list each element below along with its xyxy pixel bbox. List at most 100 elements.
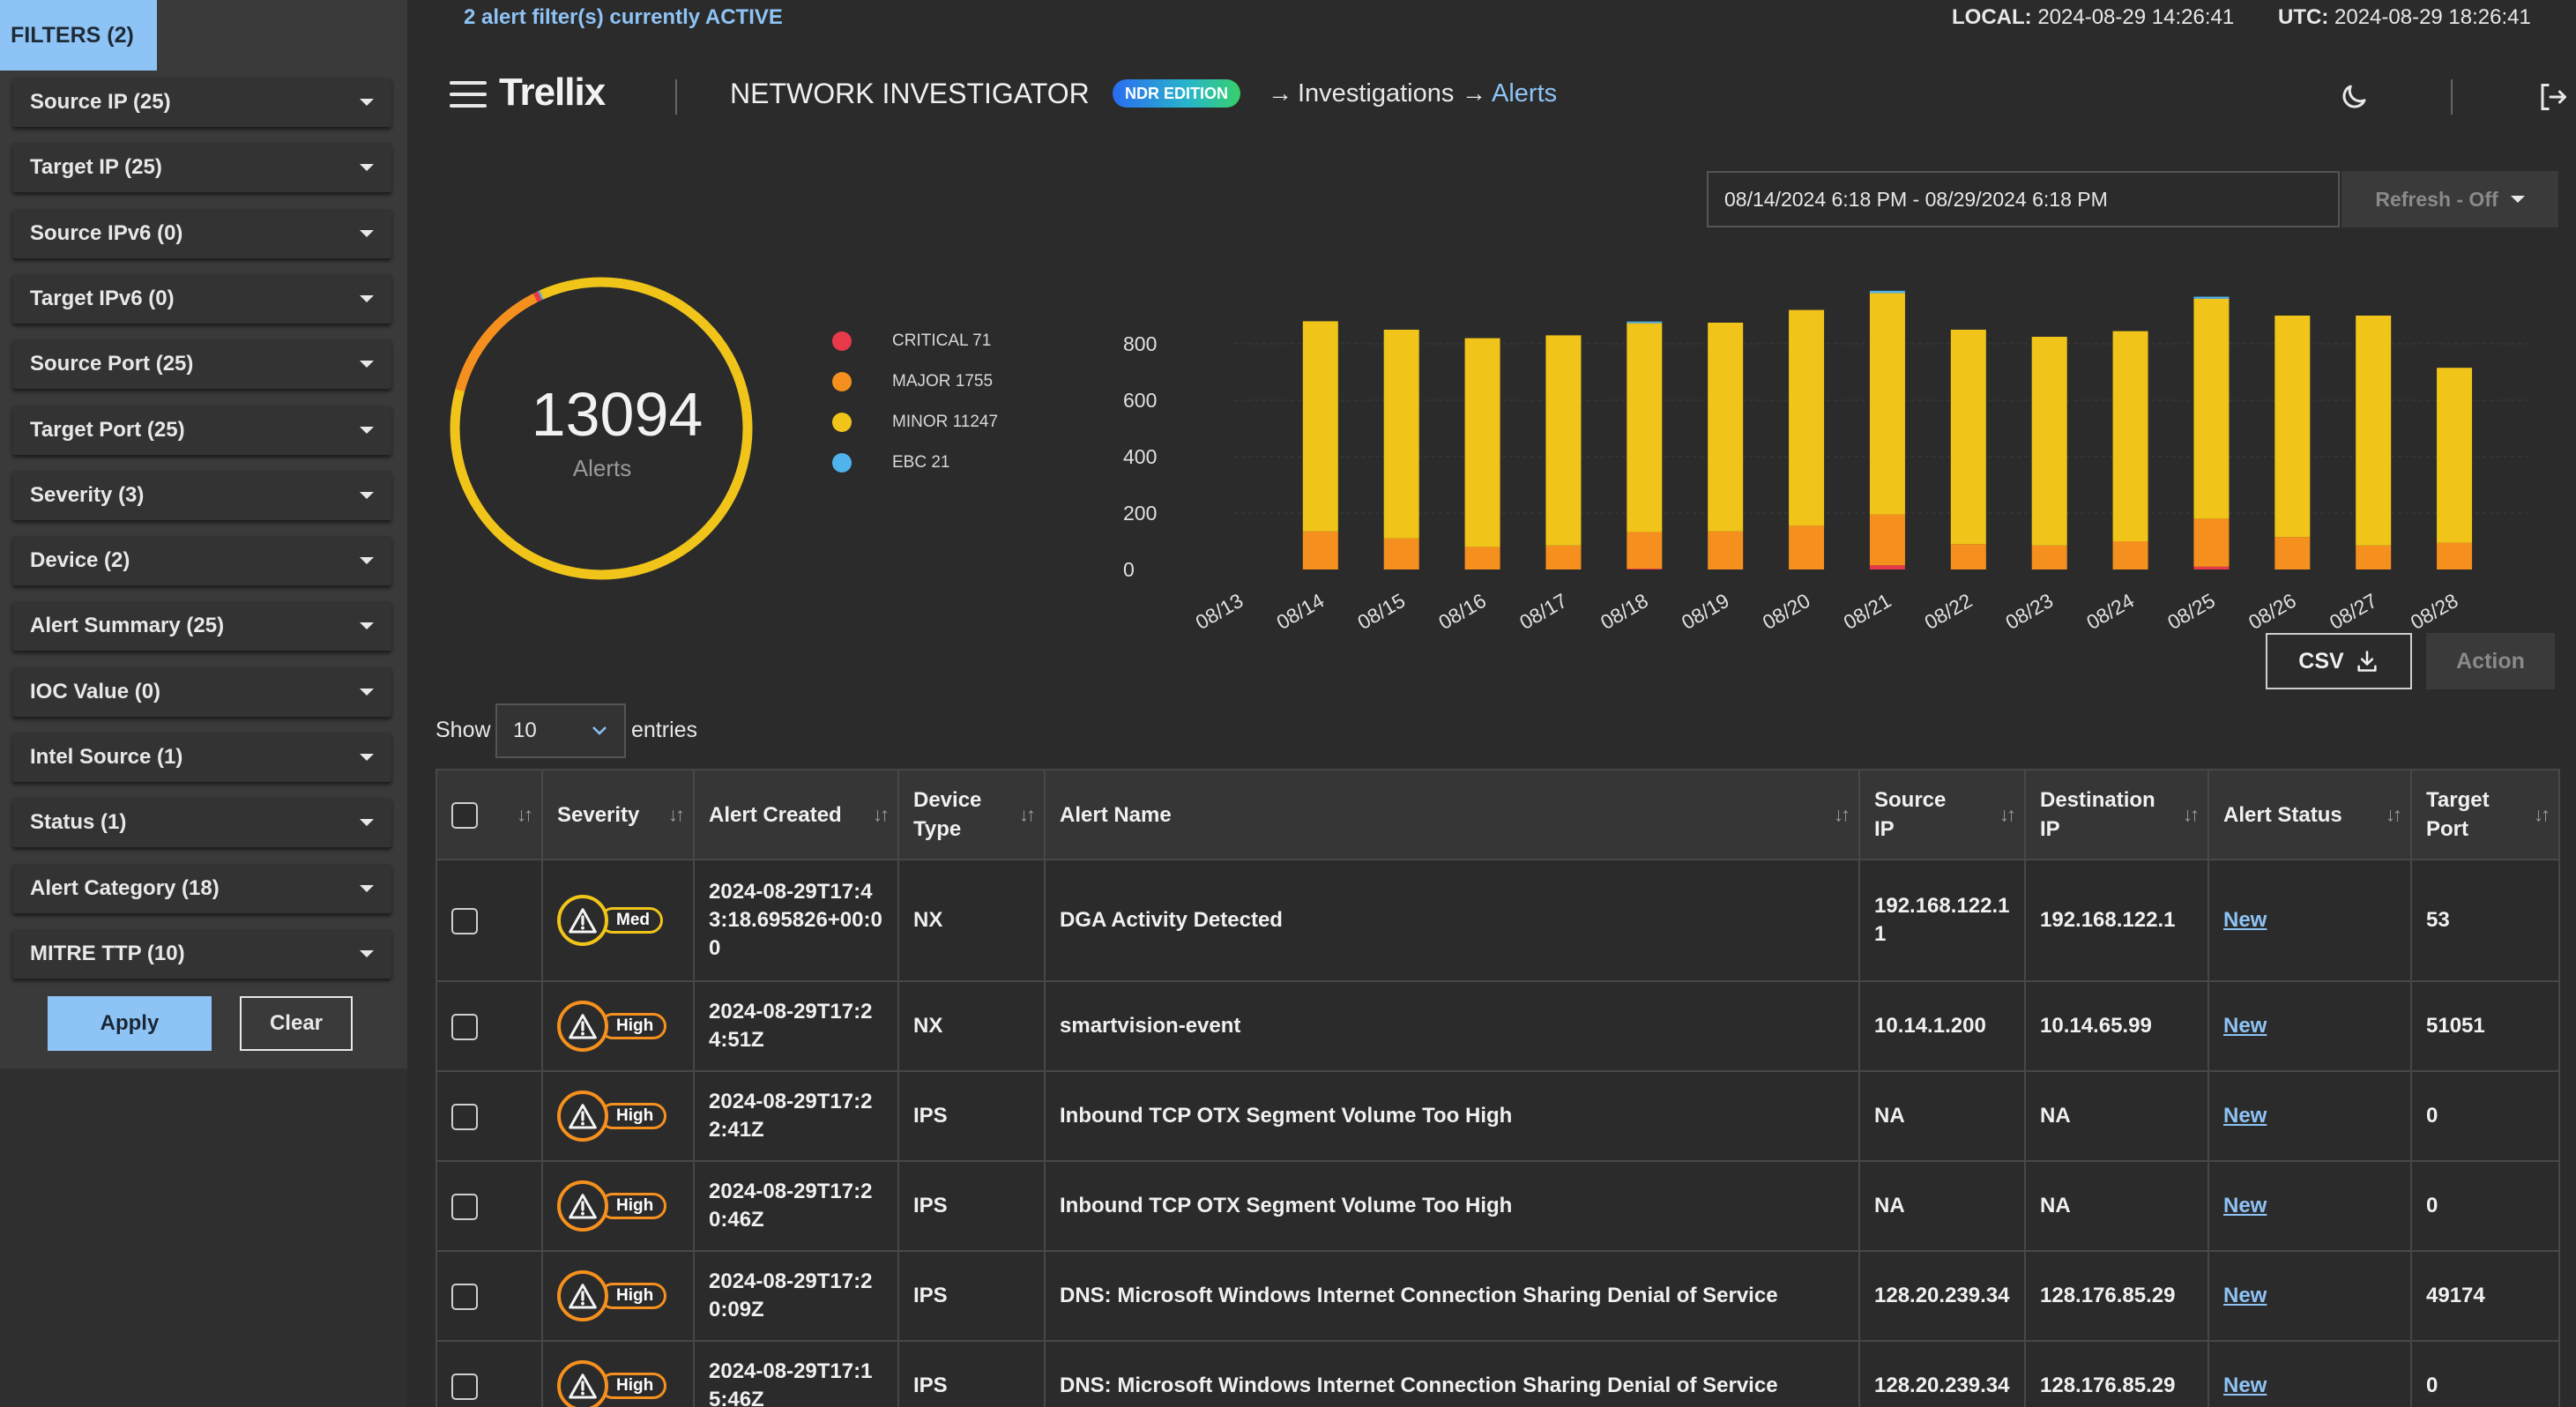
filter-dropdown[interactable]: Alert Summary (25)	[12, 601, 391, 651]
bar-minor-08-15	[1383, 330, 1419, 539]
filter-label: Device (2)	[30, 548, 130, 573]
destination-ip-cell: 10.14.65.99	[2024, 980, 2209, 1072]
alert-status-cell: New	[2207, 1340, 2412, 1407]
alert-status-link[interactable]: New	[2223, 908, 2267, 932]
alert-status-link[interactable]: New	[2223, 1104, 2267, 1128]
filter-dropdown[interactable]: Source IP (25)	[12, 78, 391, 127]
bar-minor-08-24	[2112, 331, 2148, 541]
warning-icon	[557, 1360, 608, 1407]
sort-icon[interactable]: ↓↑	[517, 803, 533, 826]
sort-icon[interactable]: ↓↑	[2386, 803, 2402, 826]
filters-tab[interactable]: FILTERS (2)	[0, 0, 157, 71]
column-severity[interactable]: Severity ↓↑	[541, 769, 695, 860]
table-row[interactable]: High 2024-08-29T17:15:46Z IPS DNS: Microsof…	[436, 1340, 2560, 1407]
x-tick-label: 08/23	[2001, 589, 2057, 634]
header-divider	[675, 79, 677, 115]
sort-icon[interactable]: ↓↑	[2183, 803, 2200, 826]
sort-icon[interactable]: ↓↑	[1999, 803, 2016, 826]
alert-status-link[interactable]: New	[2223, 1284, 2267, 1307]
alert-status-link[interactable]: New	[2223, 1374, 2267, 1397]
chevron-down-icon	[2510, 196, 2525, 203]
filter-dropdown[interactable]: Target Port (25)	[12, 405, 391, 455]
filter-dropdown[interactable]: Intel Source (1)	[12, 733, 391, 782]
bar-major-08-17	[1545, 545, 1582, 570]
row-select-cell	[436, 1340, 543, 1407]
alert-created-cell: 2024-08-29T17:24:51Z	[693, 980, 899, 1072]
filter-label: IOC Value (0)	[30, 679, 161, 704]
filter-dropdown[interactable]: Target IP (25)	[12, 143, 391, 193]
alert-status-link[interactable]: New	[2223, 1014, 2267, 1038]
severity-cell: High	[541, 1250, 695, 1342]
sort-icon[interactable]: ↓↑	[873, 803, 890, 826]
sort-icon[interactable]: ↓↑	[1834, 803, 1850, 826]
chevron-down-icon	[360, 949, 374, 957]
source-ip-cell: NA	[1858, 1070, 2026, 1162]
column-source-ip[interactable]: Source IP ↓↑	[1858, 769, 2026, 860]
action-button[interactable]: Action	[2426, 633, 2555, 689]
dark-mode-moon-icon[interactable]	[2338, 81, 2370, 113]
filter-dropdown[interactable]: Alert Category (18)	[12, 863, 391, 913]
table-row[interactable]: High 2024-08-29T17:20:09Z IPS DNS: Microsof…	[436, 1250, 2560, 1342]
legend-item: MAJOR 1755	[832, 372, 993, 391]
source-ip-cell: NA	[1858, 1160, 2026, 1252]
bar-ebc-08-21	[1869, 290, 1905, 294]
bar-minor-08-21	[1869, 293, 1905, 515]
filter-dropdown[interactable]: Device (2)	[12, 536, 391, 586]
filter-dropdown[interactable]: MITRE TTP (10)	[12, 928, 391, 979]
table-row[interactable]: High 2024-08-29T17:20:46Z IPS Inbound TCP O…	[436, 1160, 2560, 1252]
alert-status-link[interactable]: New	[2223, 1194, 2267, 1217]
y-tick-label: 600	[1123, 389, 1157, 412]
alerts-bar-chart: 0 200 400 600 800 08/13 08/14 08/15 08/16 08/17 08…	[1123, 290, 2530, 634]
alert-status-cell: New	[2207, 1250, 2412, 1342]
filter-dropdown[interactable]: Target IPv6 (0)	[12, 273, 391, 324]
breadcrumb-arrow-icon: →	[1268, 79, 1292, 107]
column-destination-ip[interactable]: Destination IP ↓↑	[2024, 769, 2209, 860]
row-checkbox[interactable]	[451, 1283, 478, 1310]
warning-icon	[557, 895, 608, 946]
logout-icon[interactable]	[2537, 81, 2569, 113]
filter-label: Source Port (25)	[30, 352, 194, 376]
csv-export-button[interactable]: CSV	[2266, 633, 2412, 689]
clear-button[interactable]: Clear	[240, 996, 353, 1051]
date-range-input[interactable]: 08/14/2024 6:18 PM - 08/29/2024 6:18 PM	[1707, 171, 2340, 227]
hamburger-menu-icon[interactable]	[450, 81, 487, 111]
download-icon	[2357, 651, 2377, 672]
table-row[interactable]: High 2024-08-29T17:24:51Z NX smartvision-ev…	[436, 980, 2560, 1072]
sort-icon[interactable]: ↓↑	[668, 803, 685, 826]
alert-name-cell: DGA Activity Detected	[1044, 859, 1860, 982]
column-device-type[interactable]: Device Type ↓↑	[897, 769, 1046, 860]
alert-name-cell: DNS: Microsoft Windows Internet Connecti…	[1044, 1250, 1860, 1342]
row-checkbox[interactable]	[451, 1373, 478, 1400]
row-checkbox[interactable]	[451, 907, 478, 934]
select-all-checkbox[interactable]	[451, 802, 478, 830]
row-checkbox[interactable]	[451, 1013, 478, 1040]
table-row[interactable]: Med 2024-08-29T17:43:18.695826+00:00 NX DGA…	[436, 859, 2560, 982]
row-checkbox[interactable]	[451, 1103, 478, 1130]
sort-icon[interactable]: ↓↑	[2534, 803, 2550, 826]
column-alert-created[interactable]: Alert Created ↓↑	[693, 769, 899, 860]
column-alert-status[interactable]: Alert Status ↓↑	[2207, 769, 2412, 860]
filter-label: MITRE TTP (10)	[30, 941, 185, 965]
column-target-port[interactable]: Target Port ↓↑	[2410, 769, 2560, 860]
column-label: Device Type	[913, 788, 982, 841]
breadcrumb-investigations[interactable]: Investigations	[1298, 79, 1455, 108]
legend-item: MINOR 11247	[832, 413, 998, 432]
filter-dropdown[interactable]: Severity (3)	[12, 470, 391, 520]
table-row[interactable]: High 2024-08-29T17:22:41Z IPS Inbound TCP O…	[436, 1070, 2560, 1162]
row-checkbox[interactable]	[451, 1193, 478, 1220]
chevron-down-icon	[360, 294, 374, 302]
filter-dropdown[interactable]: Status (1)	[12, 798, 391, 848]
filter-dropdown[interactable]: Source Port (25)	[12, 339, 391, 390]
sort-icon[interactable]: ↓↑	[1019, 803, 1036, 826]
filter-label: Source IPv6 (0)	[30, 220, 183, 245]
apply-button[interactable]: Apply	[48, 996, 212, 1051]
bar-major-08-20	[1789, 525, 1825, 570]
csv-label: CSV	[2298, 648, 2344, 674]
filter-dropdown[interactable]: Source IPv6 (0)	[12, 208, 391, 258]
refresh-dropdown[interactable]: Refresh - Off	[2341, 171, 2558, 227]
entries-select[interactable]: 10	[495, 704, 626, 758]
filter-dropdown[interactable]: IOC Value (0)	[12, 666, 391, 717]
x-tick-label: 08/17	[1515, 589, 1571, 634]
column-alert-name[interactable]: Alert Name ↓↑	[1044, 769, 1860, 860]
bar-major-08-22	[1950, 544, 1986, 570]
